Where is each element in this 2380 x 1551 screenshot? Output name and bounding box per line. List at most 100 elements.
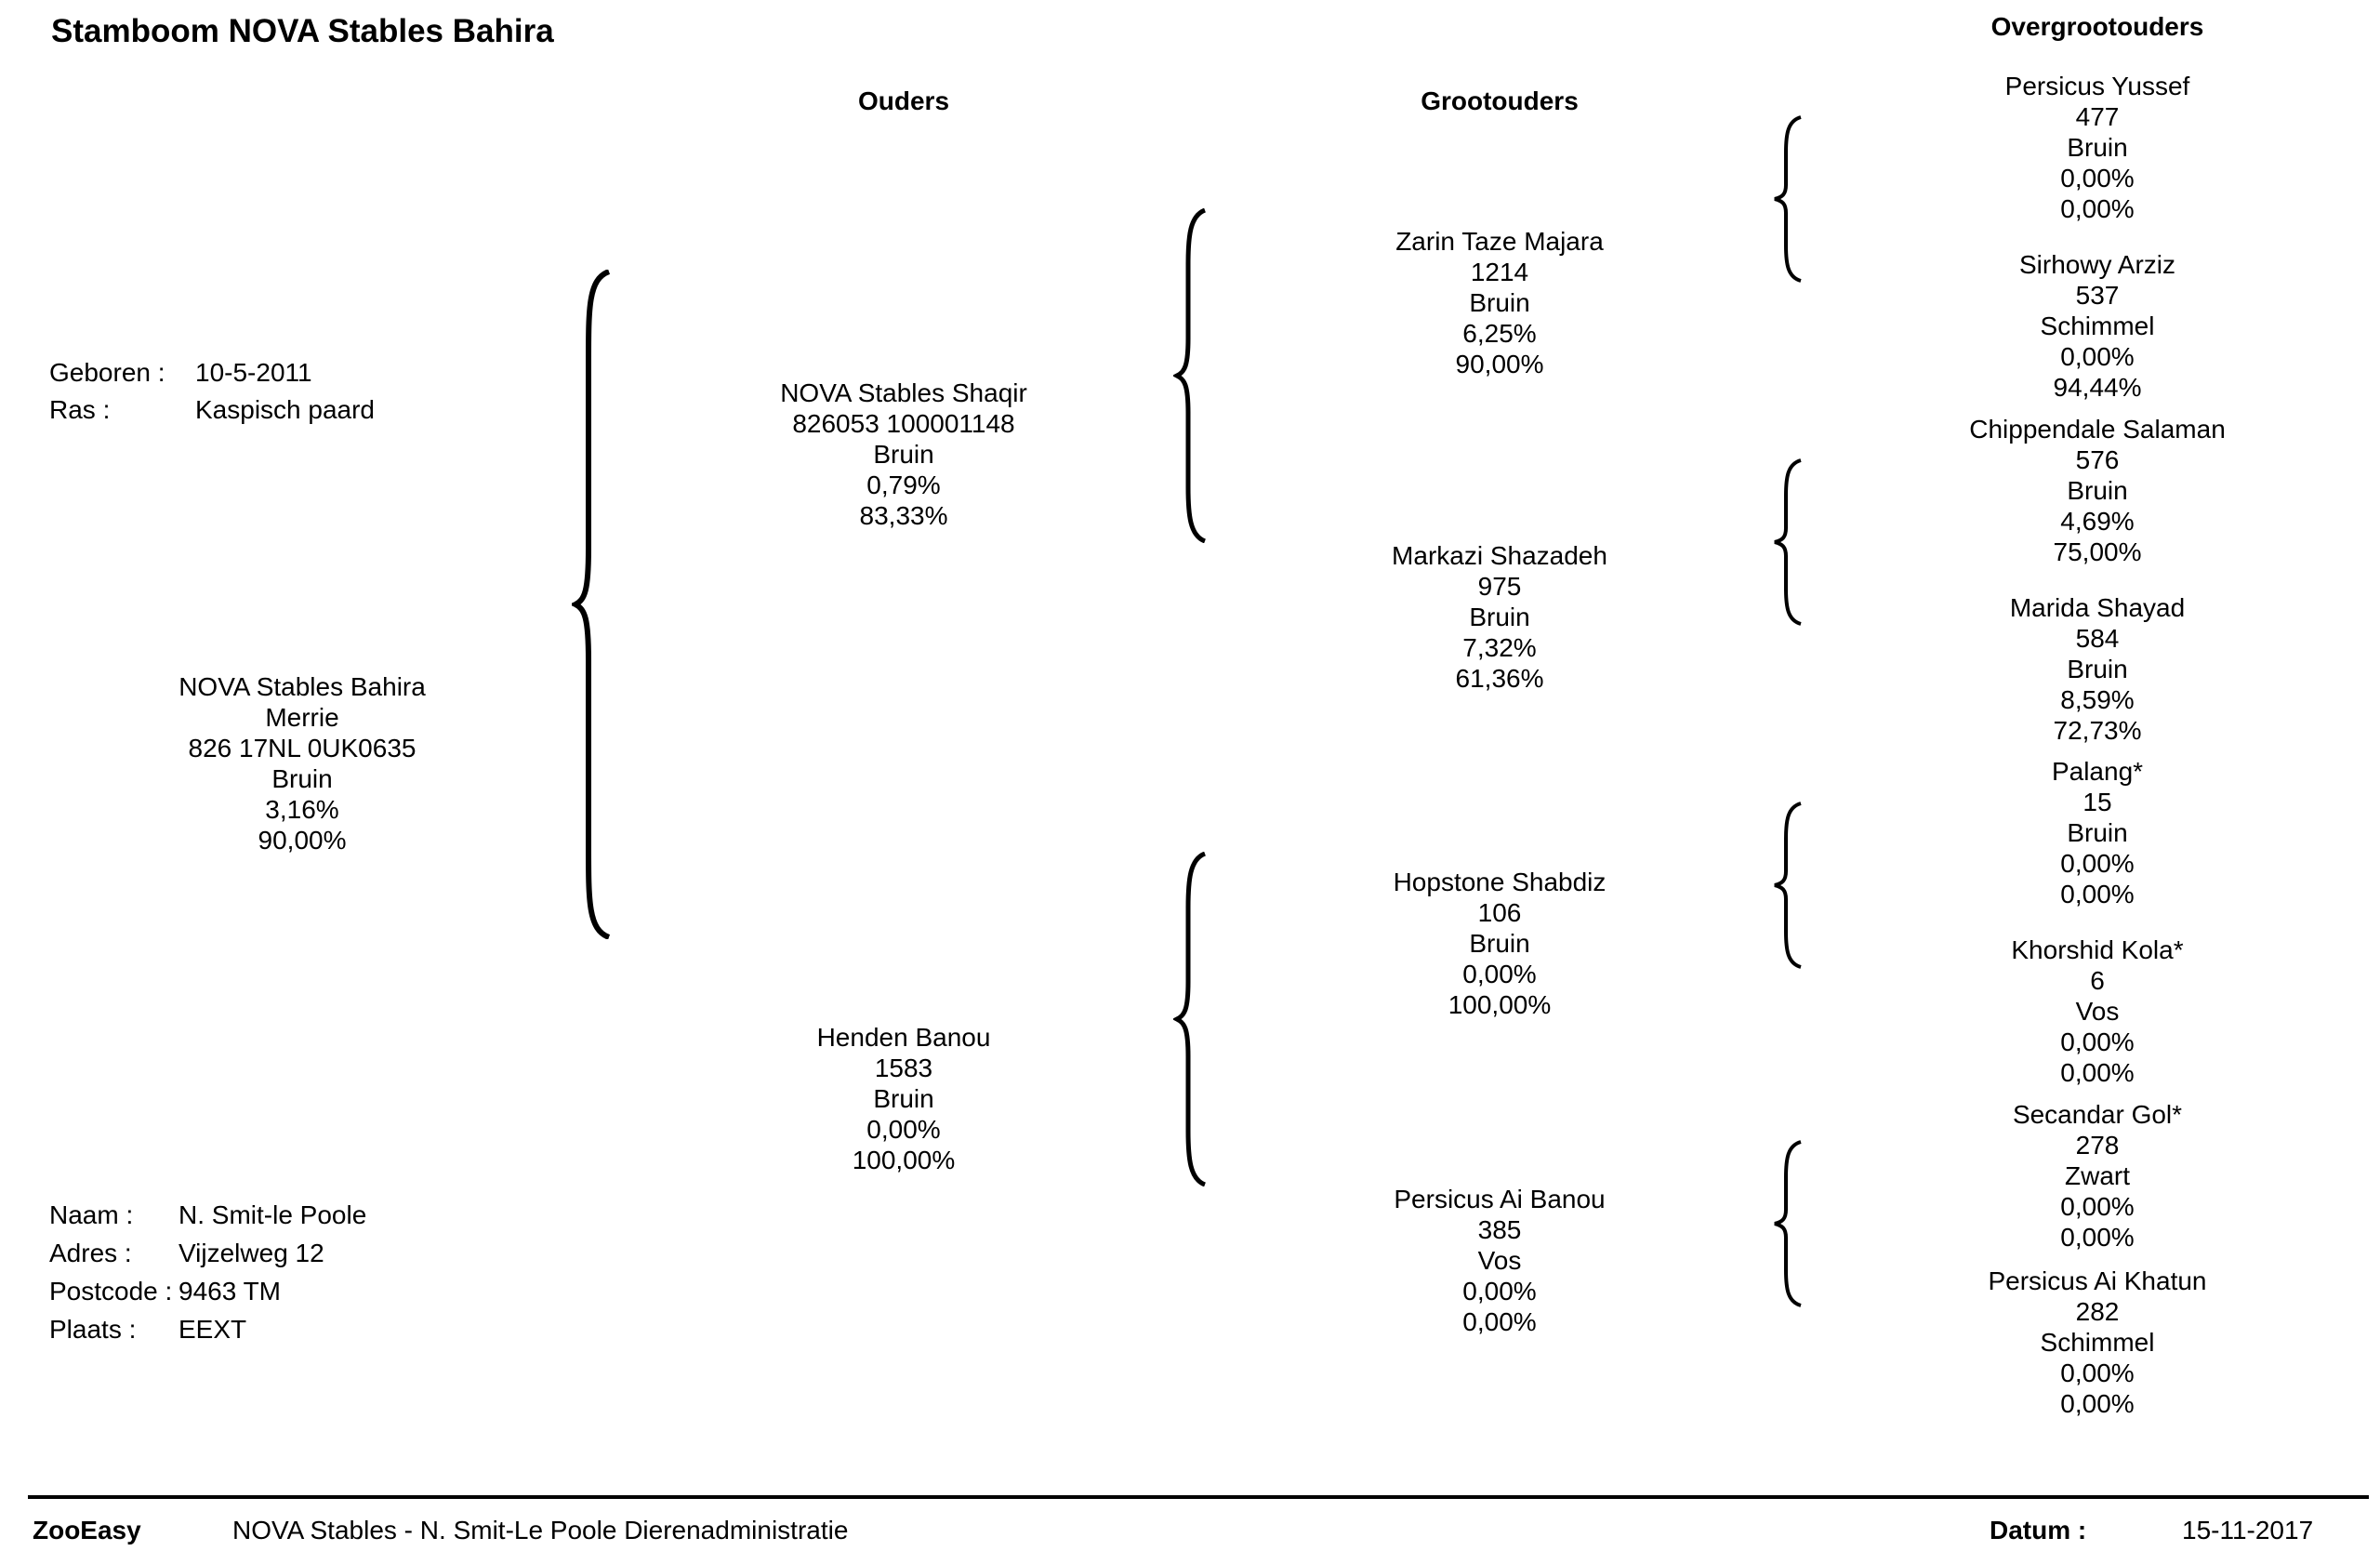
great-grandparent-color: Bruin (2067, 476, 2128, 505)
grandparent-card: Markazi Shazadeh 975 Bruin 7,32% 61,36% (1267, 540, 1732, 694)
grandparent-pct1: 7,32% (1462, 633, 1537, 662)
parent-pct2: 83,33% (859, 501, 948, 530)
born-value: 10-5-2011 (195, 358, 312, 387)
owner-postcode-label: Postcode : (49, 1277, 173, 1306)
parent-color: Bruin (873, 1084, 934, 1113)
grandparent-id: 385 (1477, 1215, 1522, 1244)
great-grandparent-pct1: 4,69% (2060, 507, 2135, 536)
subject-horse: NOVA Stables Bahira Merrie 826 17NL 0UK0… (70, 671, 535, 855)
parent-color: Bruin (873, 440, 934, 469)
brace-icon (1173, 208, 1207, 543)
owner-info: Naam : N. Smit-le Poole Adres : Vijzelweg … (49, 1196, 366, 1348)
grandparent-pct2: 61,36% (1455, 664, 1544, 693)
great-grandparent-name: Secandar Gol* (2012, 1100, 2183, 1129)
great-grandparent-pct1: 0,00% (2060, 849, 2135, 878)
subject-id: 826 17NL 0UK0635 (188, 734, 416, 762)
great-grandparent-name: Persicus Yussef (2004, 72, 2190, 100)
parent-id: 826053 100001148 (792, 409, 1015, 438)
brace-icon (1173, 852, 1207, 1186)
great-grandparent-pct2: 72,73% (2053, 716, 2142, 745)
subject-info: Geboren : 10-5-2011 Ras : Kaspisch paard (49, 354, 375, 429)
great-grandparent-pct1: 0,00% (2060, 1027, 2135, 1056)
subject-sex: Merrie (265, 703, 339, 732)
brace-icon (572, 270, 611, 939)
great-grandparent-name: Chippendale Salaman (1969, 415, 2226, 444)
footer-date-value: 15-11-2017 (2182, 1516, 2314, 1544)
breed-label: Ras : (49, 395, 111, 424)
grandparent-pct1: 0,00% (1462, 960, 1537, 988)
grandparent-id: 975 (1477, 572, 1522, 601)
great-grandparent-color: Schimmel (2040, 312, 2155, 340)
grandparent-color: Bruin (1469, 603, 1530, 631)
owner-name-label: Naam : (49, 1200, 134, 1229)
grandparent-pct2: 0,00% (1462, 1307, 1537, 1336)
great-grandparent-card: Chippendale Salaman 576 Bruin 4,69% 75,0… (1865, 414, 2330, 567)
great-grandparent-pct2: 0,00% (2060, 1389, 2135, 1418)
great-grandparent-color: Bruin (2067, 133, 2128, 162)
header-parents: Ouders (857, 86, 950, 115)
great-grandparent-pct1: 8,59% (2060, 685, 2135, 714)
grandparent-color: Bruin (1469, 929, 1530, 958)
header-great-grandparents: Overgrootouders (1990, 12, 2204, 41)
footer-organization: NOVA Stables - N. Smit-Le Poole Dierenad… (232, 1516, 849, 1544)
breed-value: Kaspisch paard (195, 395, 376, 424)
header-grandparents: Grootouders (1421, 86, 1579, 115)
great-grandparent-pct1: 0,00% (2060, 342, 2135, 371)
great-grandparent-pct1: 0,00% (2060, 164, 2135, 192)
footer-date-label: Datum : (1990, 1516, 2087, 1544)
parent-pct1: 0,00% (866, 1115, 941, 1144)
great-grandparent-pct2: 0,00% (2060, 880, 2135, 908)
great-grandparent-id: 477 (2075, 102, 2120, 131)
great-grandparent-pct1: 0,00% (2060, 1192, 2135, 1221)
great-grandparent-card: Palang* 15 Bruin 0,00% 0,00% (1865, 756, 2330, 909)
subject-color: Bruin (271, 764, 333, 793)
great-grandparent-id: 576 (2075, 445, 2120, 474)
grandparent-card: Hopstone Shabdiz 106 Bruin 0,00% 100,00% (1267, 867, 1732, 1020)
great-grandparent-card: Marida Shayad 584 Bruin 8,59% 72,73% (1865, 592, 2330, 746)
grandparent-card: Persicus Ai Banou 385 Vos 0,00% 0,00% (1267, 1184, 1732, 1337)
great-grandparent-color: Bruin (2067, 655, 2128, 683)
brace-icon (1774, 1140, 1802, 1307)
great-grandparent-id: 15 (2082, 788, 2112, 816)
great-grandparent-pct1: 0,00% (2060, 1359, 2135, 1387)
subject-pct1: 3,16% (265, 795, 339, 824)
grandparent-name: Hopstone Shabdiz (1393, 868, 1606, 896)
grandparent-id: 1214 (1470, 258, 1529, 286)
great-grandparent-card: Sirhowy Arziz 537 Schimmel 0,00% 94,44% (1865, 249, 2330, 403)
great-grandparent-pct2: 0,00% (2060, 1058, 2135, 1087)
great-grandparent-pct2: 75,00% (2053, 537, 2142, 566)
owner-postcode-value: 9463 TM (178, 1277, 281, 1306)
grandparent-pct2: 90,00% (1455, 350, 1544, 378)
great-grandparent-name: Palang* (2051, 757, 2144, 786)
grandparent-pct1: 6,25% (1462, 319, 1537, 348)
parent-card: Henden Banou 1583 Bruin 0,00% 100,00% (671, 1022, 1136, 1175)
great-grandparent-id: 278 (2075, 1131, 2120, 1160)
great-grandparent-card: Persicus Ai Khatun 282 Schimmel 0,00% 0,… (1865, 1266, 2330, 1419)
parent-name: NOVA Stables Shaqir (780, 378, 1027, 407)
footer-brand: ZooEasy (33, 1516, 141, 1544)
owner-address-label: Adres : (49, 1239, 132, 1267)
owner-city-value: EEXT (178, 1315, 247, 1344)
great-grandparent-id: 537 (2075, 281, 2120, 310)
parent-name: Henden Banou (816, 1023, 991, 1052)
grandparent-id: 106 (1477, 898, 1522, 927)
brace-icon (1774, 115, 1802, 283)
great-grandparent-id: 282 (2075, 1297, 2120, 1326)
grandparent-name: Markazi Shazadeh (1392, 541, 1607, 570)
great-grandparent-color: Bruin (2067, 818, 2128, 847)
grandparent-pct2: 100,00% (1448, 990, 1552, 1019)
great-grandparent-id: 584 (2075, 624, 2120, 653)
great-grandparent-card: Khorshid Kola* 6 Vos 0,00% 0,00% (1865, 935, 2330, 1088)
owner-name-value: N. Smit-le Poole (178, 1200, 367, 1229)
great-grandparent-card: Secandar Gol* 278 Zwart 0,00% 0,00% (1865, 1099, 2330, 1253)
great-grandparent-name: Marida Shayad (2009, 593, 2186, 622)
grandparent-name: Zarin Taze Majara (1395, 227, 1604, 256)
great-grandparent-card: Persicus Yussef 477 Bruin 0,00% 0,00% (1865, 71, 2330, 224)
parent-card: NOVA Stables Shaqir 826053 100001148 Bru… (671, 378, 1136, 531)
born-label: Geboren : (49, 358, 165, 387)
subject-pct2: 90,00% (258, 826, 347, 855)
great-grandparent-color: Schimmel (2040, 1328, 2155, 1357)
great-grandparent-pct2: 0,00% (2060, 1223, 2135, 1252)
parent-id: 1583 (874, 1054, 933, 1082)
grandparent-card: Zarin Taze Majara 1214 Bruin 6,25% 90,00… (1267, 226, 1732, 379)
